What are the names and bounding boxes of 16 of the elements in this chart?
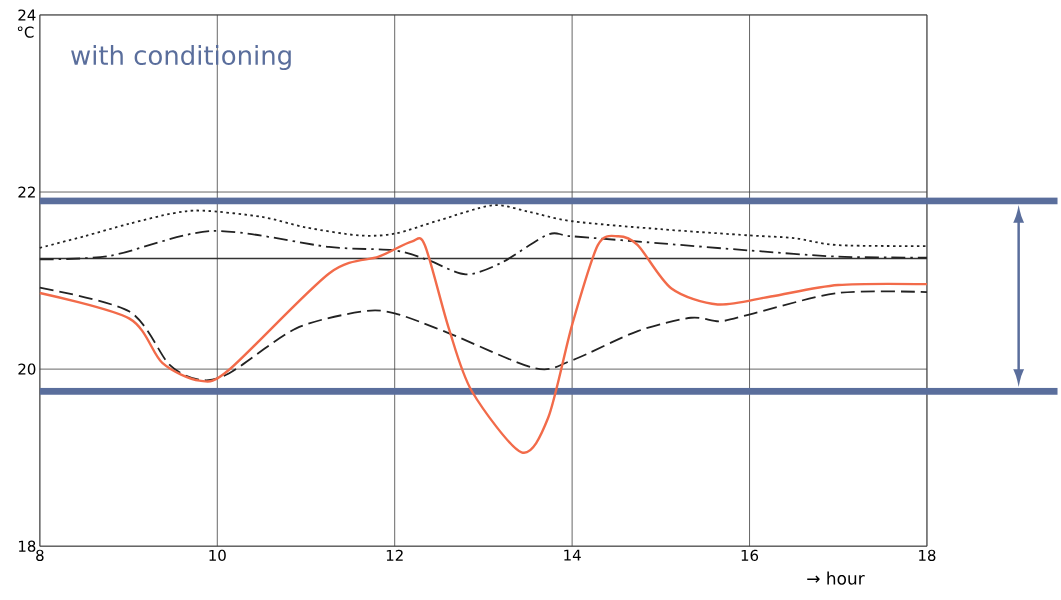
line-series (38, 230, 928, 276)
x-tick-label: 10 (209, 549, 226, 562)
y-tick-label: 20 (18, 363, 36, 375)
line-series (38, 286, 928, 382)
line-series (38, 204, 928, 249)
x-tick-label: 12 (386, 549, 403, 561)
x-tick-label: 8 (36, 549, 44, 562)
x-tick-label: 18 (919, 549, 936, 562)
y-axis-title: °C (17, 26, 34, 38)
x-tick-label: 16 (741, 549, 759, 562)
x-tick-label: 14 (564, 549, 581, 561)
y-tick-label: 24 (18, 9, 36, 21)
line-series (38, 234, 929, 454)
y-tick-label: 18 (18, 540, 36, 552)
y-tick-label: 22 (18, 186, 35, 198)
x-axis-title: → hour (807, 571, 865, 585)
